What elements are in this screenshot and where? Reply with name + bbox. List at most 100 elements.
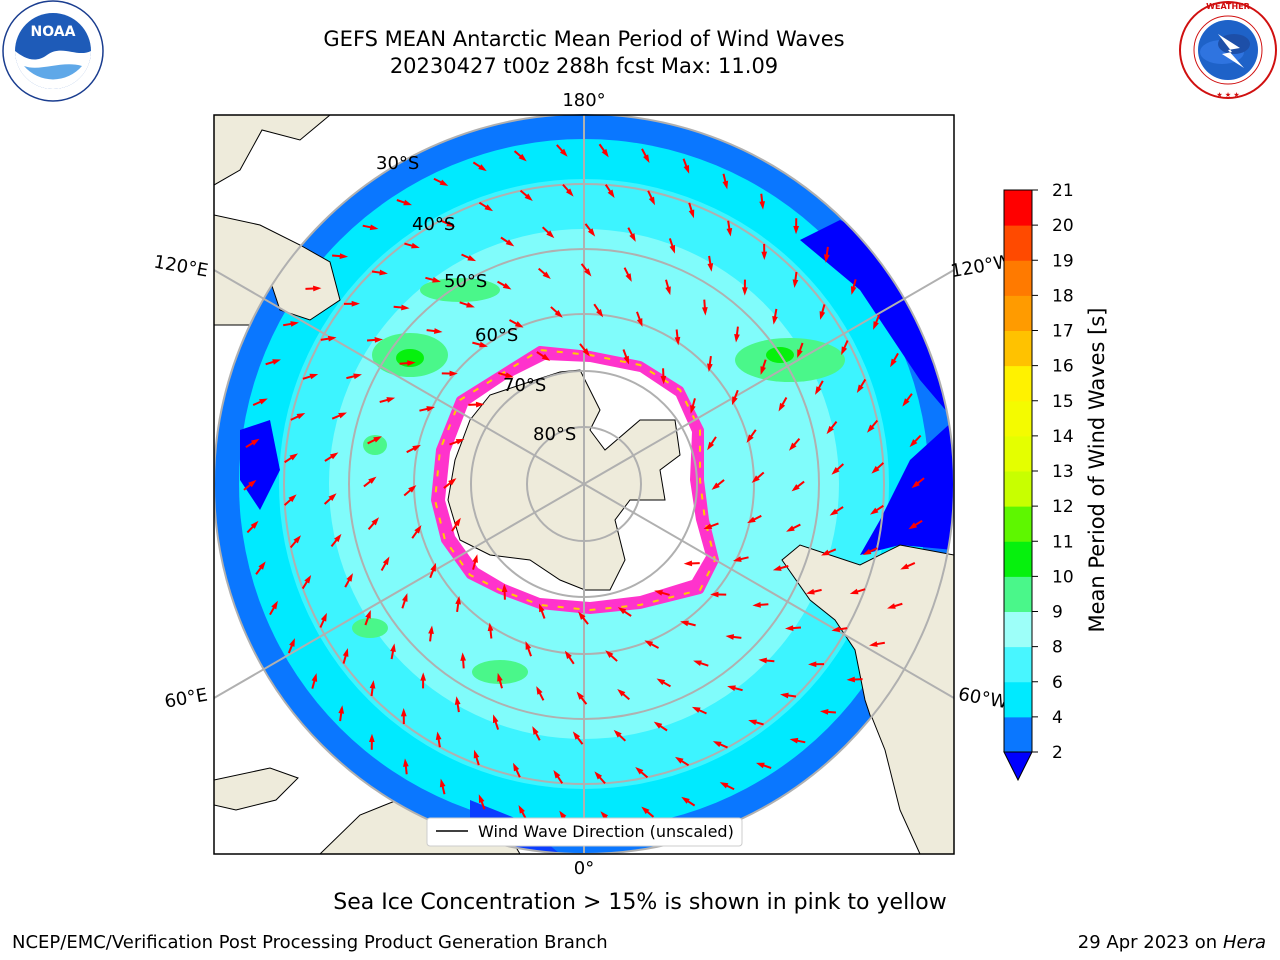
wave-direction-arrowhead [578, 611, 586, 620]
wave-direction-arrowhead [248, 479, 257, 488]
colorbar-bin [1004, 716, 1032, 753]
wave-direction-arrowhead [432, 277, 441, 283]
wave-direction-arrowhead [711, 482, 720, 490]
wave-direction-arrowhead [329, 452, 339, 460]
wave-direction-arrowhead [748, 719, 757, 726]
wave-direction-arrowhead [311, 673, 318, 682]
wave-direction-arrowhead [887, 603, 896, 609]
colorbar-tick-label: 6 [1052, 673, 1063, 693]
map-subtitle: 20230427 t00z 288h fcst Max: 11.09 [389, 54, 779, 78]
wave-direction-arrowhead [368, 733, 375, 743]
wave-direction-arrowhead [369, 680, 376, 689]
wave-direction-arrowhead [400, 708, 407, 717]
wave-direction-arrowhead [629, 233, 636, 242]
wave-direction-arrowhead [466, 302, 475, 308]
wave-direction-arrowhead [826, 425, 834, 435]
wave-direction-arrowhead [850, 286, 857, 295]
wind-wave-arrows [243, 143, 925, 825]
wave-direction-arrowhead [788, 442, 797, 451]
wave-direction-arrowhead [806, 588, 815, 595]
colorbar-under-triangle [1003, 751, 1033, 782]
wave-direction-arrowhead [473, 749, 480, 759]
wave-direction-arrowhead [525, 641, 532, 650]
wave-direction-arrowhead [683, 560, 693, 567]
wave-direction-arrowhead [707, 441, 715, 451]
wave-direction-arrowhead [680, 620, 689, 627]
wave-direction-arrowhead [408, 485, 417, 493]
wave-direction-arrowhead [290, 321, 299, 327]
colorbar: 2 4 6 8 9 10 11 12 13 14 15 16 17 18 19 20 21 [1003, 181, 1074, 782]
wave-direction-arrowhead [747, 516, 756, 524]
wave-direction-arrowhead [841, 346, 848, 356]
wave-direction-arrowhead [759, 201, 765, 210]
wave-direction-arrowhead [353, 373, 362, 380]
wave-direction-arrowhead [304, 574, 312, 584]
wave-direction-arrowhead [778, 402, 786, 412]
wave-direction-arrowhead [674, 756, 684, 764]
lon-label-180: 180° [562, 90, 605, 111]
wave-direction-arrowhead [460, 652, 467, 661]
colorbar-tick-label: 10 [1052, 567, 1074, 587]
wave-direction-arrowhead [867, 424, 875, 433]
wave-direction-arrowhead [808, 661, 817, 668]
lon-label-60w: 60°W [957, 684, 1010, 713]
wave-direction-arrowhead [403, 199, 412, 206]
colorbar-bin [1004, 435, 1032, 472]
wave-direction-arrowhead [703, 523, 713, 530]
wave-direction-arrowhead [617, 607, 627, 615]
wave-direction-arrowhead [492, 714, 499, 724]
wave-direction-arrowhead [501, 583, 508, 593]
wave-direction-arrowhead [328, 493, 337, 501]
wave-direction-arrowhead [296, 413, 306, 420]
wave-direction-arrowhead [250, 520, 259, 529]
wave-direction-arrowhead [712, 741, 722, 748]
wave-direction-arrowhead [772, 565, 782, 571]
wave-direction-arrowhead [514, 321, 524, 328]
wave-direction-arrowhead [403, 758, 409, 767]
wave-direction-arrowhead [289, 453, 299, 461]
wave-direction-arrowhead [780, 692, 789, 699]
wave-direction-arrowhead [635, 767, 644, 775]
colorbar-bin [1004, 541, 1032, 577]
wave-direction-arrowhead [594, 771, 603, 780]
wave-direction-arrowhead [819, 709, 829, 715]
wave-direction-arrowhead [660, 375, 667, 385]
wave-direction-arrowhead [538, 603, 545, 613]
wave-direction-arrowhead [309, 373, 319, 380]
colorbar-bin [1004, 611, 1032, 648]
wave-direction-arrowhead [653, 721, 663, 729]
wave-direction-arrowhead [428, 625, 434, 635]
wave-direction-arrowhead [829, 508, 839, 516]
lon-label-0: 0° [574, 858, 594, 879]
wave-direction-arrowhead [756, 762, 765, 769]
colorbar-tick-label: 16 [1052, 357, 1074, 377]
wave-direction-arrowhead [846, 676, 855, 683]
wave-direction-arrowhead [454, 696, 461, 705]
wave-direction-arrowhead [584, 268, 592, 277]
colorbar-bin [1004, 506, 1032, 542]
wave-direction-arrowhead [669, 244, 676, 254]
wave-direction-arrowhead [587, 228, 596, 237]
wave-direction-arrowhead [382, 556, 390, 566]
wave-direction-arrowhead [741, 287, 748, 296]
lon-label-120e: 120°E [152, 251, 210, 281]
colorbar-bin [1004, 471, 1032, 507]
wave-direction-arrowhead [821, 549, 830, 556]
wave-direction-arrowhead [719, 782, 729, 789]
wave-direction-arrowhead [536, 686, 543, 695]
colorbar-bin [1004, 681, 1032, 718]
svg-text:WEATHER: WEATHER [1206, 2, 1250, 11]
wave-direction-arrowhead [758, 657, 767, 664]
wave-direction-arrowhead [435, 731, 442, 741]
noaa-logo-text: NOAA [31, 24, 76, 40]
svg-text:★ ★ ★: ★ ★ ★ [1216, 91, 1239, 99]
wave-direction-arrowhead [439, 179, 449, 186]
colorbar-tick-label: 8 [1052, 638, 1063, 658]
wave-direction-arrowhead [691, 706, 701, 713]
wave-direction-arrowhead [401, 304, 410, 311]
wave-direction-arrowhead [869, 507, 879, 515]
wave-direction-arrowhead [761, 251, 768, 260]
lat-label-70s: 70°S [503, 375, 546, 396]
wave-direction-arrowhead [752, 601, 761, 608]
colorbar-tick-label: 11 [1052, 532, 1074, 552]
